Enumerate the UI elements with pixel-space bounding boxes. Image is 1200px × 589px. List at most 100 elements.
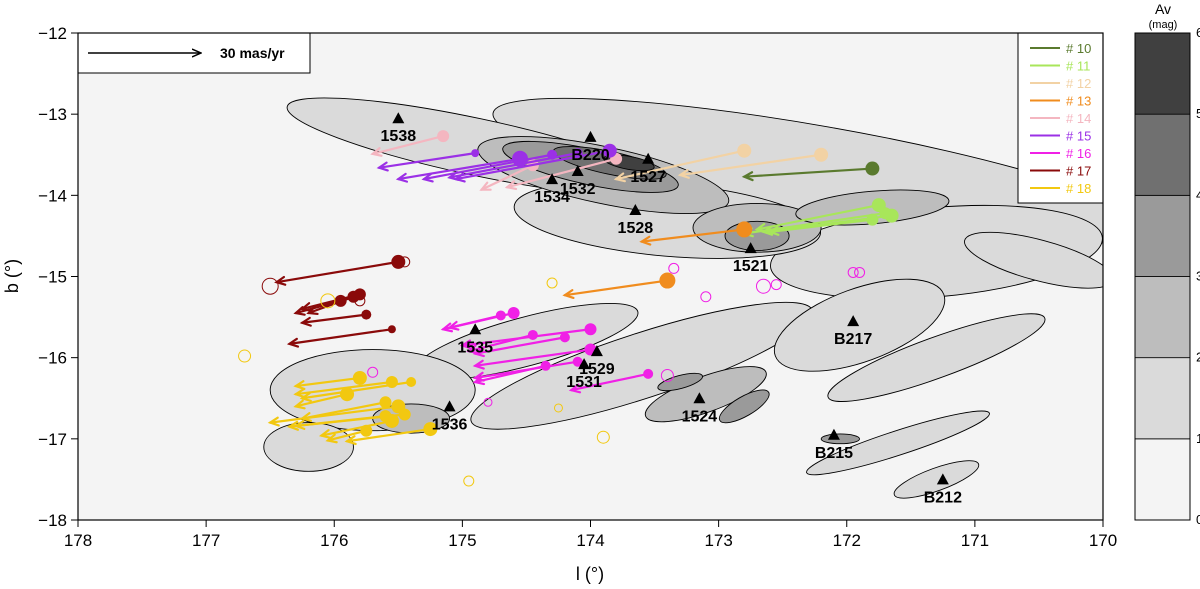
star-marker xyxy=(572,148,583,159)
proper-motion-arrow xyxy=(570,372,650,392)
colorbar-title: Av xyxy=(1155,1,1171,17)
x-tick-label: 177 xyxy=(192,531,220,550)
proper-motion-arrow xyxy=(506,157,618,189)
cloud-label: B217 xyxy=(834,331,872,348)
proper-motion-arrow xyxy=(467,333,534,353)
proper-motion-arrowhead xyxy=(472,359,485,370)
y-tick-label: −17 xyxy=(38,430,67,449)
star-marker xyxy=(352,370,367,385)
cloud-position-triangle xyxy=(571,164,584,176)
proper-motion-arrow xyxy=(743,212,887,235)
colorbar-unit: (mag) xyxy=(1149,19,1178,31)
cloud-position-triangle xyxy=(392,112,405,124)
proper-motion-arrow xyxy=(294,393,349,408)
cloud-position-triangle xyxy=(629,203,642,215)
proper-motion-arrowhead xyxy=(293,388,306,399)
legend: # 10 # 11 # 12 # 13 # 14 # 15 # 16 # 17 # 18 xyxy=(1017,32,1104,204)
x-tick-label: 170 xyxy=(1089,531,1117,550)
open-star-marker xyxy=(553,403,563,413)
proper-motion-vectors xyxy=(238,130,899,487)
proper-motion-arrowhead xyxy=(447,171,460,181)
cloud-label: B215 xyxy=(815,445,853,462)
colorbar-segment xyxy=(1134,194,1191,277)
y-tick-label: −14 xyxy=(38,186,67,205)
cloud-labels: 1538B22015271532153415281521153515291531… xyxy=(381,112,962,506)
open-star-marker xyxy=(483,397,493,407)
cloud-label: 1524 xyxy=(682,408,718,425)
legend-label: # 12 xyxy=(1066,76,1091,91)
star-marker xyxy=(602,143,617,158)
cloud-position-triangle xyxy=(827,428,840,440)
proper-motion-arrowhead xyxy=(267,416,280,427)
star-marker xyxy=(423,422,438,437)
proper-motion-arrow xyxy=(269,405,400,424)
extinction-contour xyxy=(964,231,1103,289)
cloud-label: 1528 xyxy=(618,220,654,237)
colorbar-segment xyxy=(1134,32,1191,115)
cloud-position-triangle xyxy=(590,345,603,357)
open-star-marker xyxy=(854,266,866,278)
proper-motion-arrow xyxy=(615,149,746,181)
cloud-label: B212 xyxy=(924,489,962,506)
y-axis-title: b (°) xyxy=(2,259,22,293)
open-star-marker xyxy=(354,295,366,307)
colorbar-tick-label: 2 xyxy=(1196,350,1200,365)
star-marker xyxy=(334,294,347,307)
proper-motion-arrow xyxy=(563,279,669,297)
open-star-marker xyxy=(320,293,336,309)
proper-motion-arrowhead xyxy=(344,435,357,446)
open-star-marker xyxy=(755,278,771,294)
colorbar-tick-label: 1 xyxy=(1196,431,1200,446)
proper-motion-arrow xyxy=(679,153,823,177)
star-marker xyxy=(398,408,411,421)
proper-motion-arrowhead xyxy=(286,420,299,431)
proper-motion-arrowhead xyxy=(293,399,306,410)
cloud-position-triangle xyxy=(469,323,482,335)
star-marker xyxy=(559,332,570,343)
proper-motion-arrowhead xyxy=(376,161,389,172)
proper-motion-arrow xyxy=(768,218,874,233)
open-star-marker xyxy=(367,366,379,378)
proper-motion-arrow xyxy=(743,167,874,178)
proper-motion-arrow xyxy=(422,153,554,181)
proper-motion-arrowhead xyxy=(459,339,473,350)
star-marker xyxy=(736,221,753,238)
y-tick-label: −15 xyxy=(38,268,67,287)
open-star-marker xyxy=(261,277,279,295)
open-star-marker xyxy=(700,291,712,303)
star-marker xyxy=(360,424,373,437)
cloud-label: 1532 xyxy=(560,181,596,198)
proper-motion-arrowhead xyxy=(286,337,300,348)
legend-label: # 13 xyxy=(1066,94,1091,109)
proper-motion-arrow xyxy=(377,152,477,169)
open-star-marker xyxy=(847,266,859,278)
proper-motion-arrowhead xyxy=(568,383,582,394)
proper-motion-arrowhead xyxy=(760,225,774,236)
colorbar-tick-label: 0 xyxy=(1196,512,1200,527)
cloud-position-triangle xyxy=(847,315,860,327)
star-marker xyxy=(540,360,551,371)
legend-label: # 16 xyxy=(1066,146,1091,161)
proper-motion-arrow xyxy=(294,415,387,427)
open-star-marker xyxy=(668,262,680,274)
axes: 178 177 176 175 174 173 172 171 170 −12 −13 −14 −15 −… xyxy=(38,24,1117,550)
cloud-label: 1535 xyxy=(457,339,493,356)
cloud-position-triangle xyxy=(578,358,591,370)
colorbar-tick-label: 4 xyxy=(1196,187,1200,202)
star-marker xyxy=(406,377,417,388)
proper-motion-arrow xyxy=(345,427,432,443)
x-tick-label: 176 xyxy=(320,531,348,550)
extinction-contour xyxy=(820,433,861,445)
colorbar-segment xyxy=(1134,357,1191,440)
cloud-position-triangle xyxy=(744,242,757,254)
cloud-label: 1538 xyxy=(381,128,417,145)
colorbar-frame xyxy=(1134,32,1191,521)
proper-motion-arrow xyxy=(474,348,592,367)
star-marker xyxy=(814,147,829,162)
legend-label: # 18 xyxy=(1066,181,1091,196)
proper-motion-arrow xyxy=(320,419,394,437)
star-marker xyxy=(361,309,372,320)
colorbar: Av (mag) 0 1 2 3 4 5 6 xyxy=(1134,1,1200,527)
x-tick-label: 171 xyxy=(961,531,989,550)
colorbar-tick-label: 5 xyxy=(1196,106,1200,121)
